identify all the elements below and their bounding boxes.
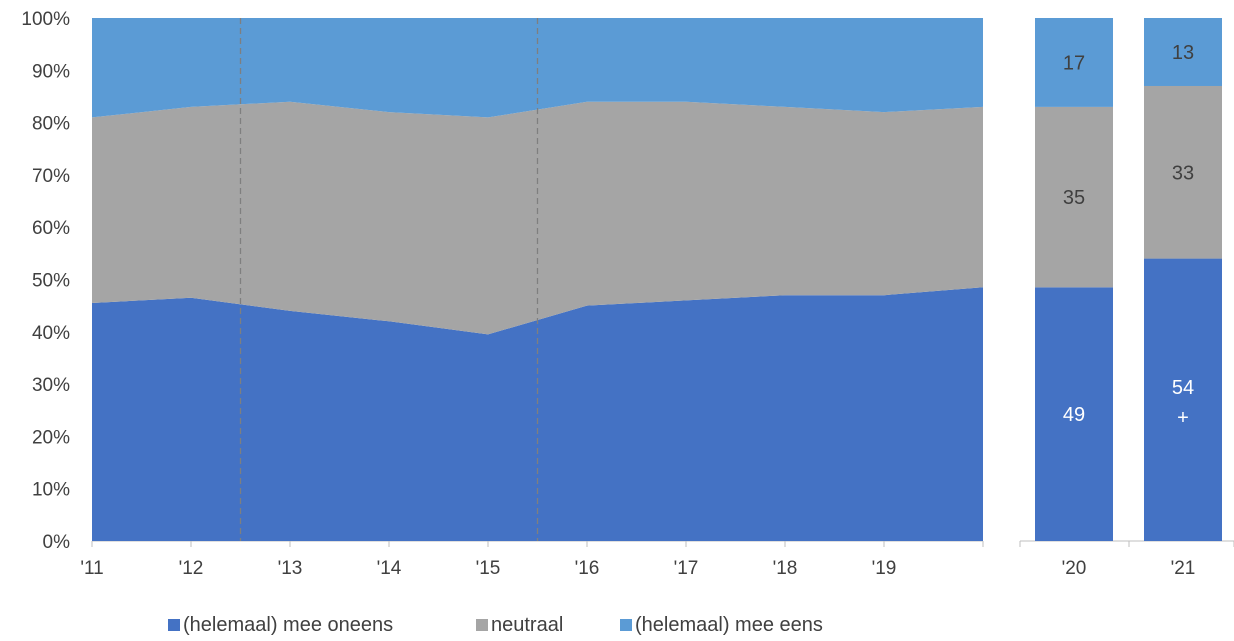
period-dividers	[239, 18, 539, 541]
bar-value-label: 13	[1172, 42, 1194, 64]
bar-segment	[1144, 85, 1222, 259]
y-tick-label: 0%	[43, 532, 71, 553]
x-tick-label: '20	[1062, 558, 1087, 579]
y-tick-label: 10%	[32, 480, 70, 501]
legend-label: (helemaal) mee oneens	[183, 614, 393, 636]
area-series-2	[92, 18, 983, 118]
bar-segment	[1144, 18, 1222, 86]
bar-value-label: 54	[1172, 377, 1194, 399]
significance-marker: +	[1177, 407, 1189, 429]
y-tick-label: 70%	[32, 166, 70, 187]
legend-item-1: neutraal	[476, 614, 563, 636]
bar-segment	[1035, 106, 1113, 288]
bar-value-label: 49	[1063, 404, 1085, 426]
y-tick-label: 40%	[32, 323, 70, 344]
x-tick-label: '17	[674, 558, 699, 579]
bar-segment	[1144, 258, 1222, 541]
bar-value-label: 35	[1063, 187, 1085, 209]
x-tick-label: '18	[773, 558, 798, 579]
axes	[91, 540, 1234, 547]
x-tick-label: '12	[179, 558, 204, 579]
stacked-area-plot	[92, 18, 983, 541]
bar-value-label: 33	[1172, 162, 1194, 184]
legend-swatch	[620, 619, 632, 631]
y-tick-label: 50%	[32, 271, 70, 292]
y-tick-label: 60%	[32, 218, 70, 239]
legend-label: neutraal	[491, 614, 563, 636]
bar-value-label: 17	[1063, 52, 1085, 74]
y-tick-label: 100%	[21, 9, 70, 30]
bar-plot: 49 35 17 54 +33 13	[1035, 18, 1222, 541]
legend-item-2: (helemaal) mee eens	[620, 614, 823, 636]
y-tick-label: 20%	[32, 427, 70, 448]
x-tick-label: '19	[872, 558, 897, 579]
x-tick-label: '11	[80, 558, 103, 579]
x-tick-label: '15	[476, 558, 501, 579]
x-tick-label: '16	[575, 558, 600, 579]
x-tick-label: '21	[1171, 558, 1196, 579]
tick-labels: 0% 10% 20% 30% 40% 50% 60% 70% 80% 90% 100% '11 '12 '…	[21, 9, 1195, 579]
legend-label: (helemaal) mee eens	[635, 614, 823, 636]
legend: (helemaal) mee oneens neutraal (helemaal) …	[168, 614, 823, 636]
y-tick-label: 90%	[32, 61, 70, 82]
y-tick-label: 30%	[32, 375, 70, 396]
legend-swatch	[476, 619, 488, 631]
bar-segment	[1035, 287, 1113, 541]
x-tick-label: '14	[377, 558, 402, 579]
legend-swatch	[168, 619, 180, 631]
x-tick-label: '13	[278, 558, 303, 579]
bar-segment	[1035, 18, 1113, 107]
area-series-0	[92, 287, 983, 541]
y-tick-label: 80%	[32, 114, 70, 135]
legend-item-0: (helemaal) mee oneens	[168, 614, 393, 636]
